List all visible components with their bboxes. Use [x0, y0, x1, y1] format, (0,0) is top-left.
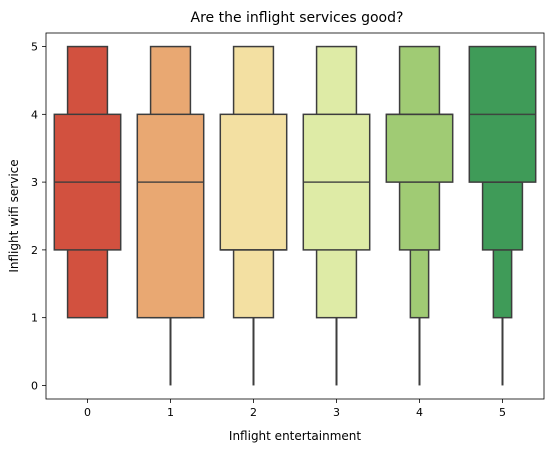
box-category-5 [468, 45, 537, 386]
box-level-1 [385, 113, 454, 183]
x-tick-label: 4 [416, 406, 423, 419]
box-level-2 [481, 181, 524, 251]
box-level-3 [492, 249, 513, 319]
box-category-1 [136, 45, 205, 386]
box-level-1 [136, 113, 205, 319]
y-tick-label: 1 [31, 312, 38, 325]
x-axis-ticks: 0 1 2 3 4 5 [84, 399, 506, 419]
box-category-3 [302, 45, 371, 386]
box-category-0 [53, 45, 122, 319]
y-tick-label: 2 [31, 244, 38, 257]
x-tick-label: 3 [333, 406, 340, 419]
y-tick-label: 5 [31, 41, 38, 54]
box-level-1 [219, 113, 288, 251]
chart-title: Are the inflight services good? [191, 10, 404, 26]
y-axis-label: Inflight wifi service [7, 159, 21, 272]
box-level-3 [409, 249, 430, 319]
box-category-2 [219, 45, 288, 386]
y-tick-label: 4 [31, 108, 38, 121]
x-tick-label: 2 [250, 406, 257, 419]
y-tick-label: 3 [31, 176, 38, 189]
x-axis-label: Inflight entertainment [229, 429, 361, 443]
plot-frame [45, 32, 545, 400]
x-tick-label: 1 [167, 406, 174, 419]
box-category-4 [385, 45, 454, 386]
x-tick-label: 0 [84, 406, 91, 419]
plot-marks [53, 45, 537, 386]
y-tick-label: 0 [31, 379, 38, 392]
y-axis-ticks: 0 1 2 3 4 5 [31, 41, 46, 392]
x-tick-label: 5 [499, 406, 506, 419]
